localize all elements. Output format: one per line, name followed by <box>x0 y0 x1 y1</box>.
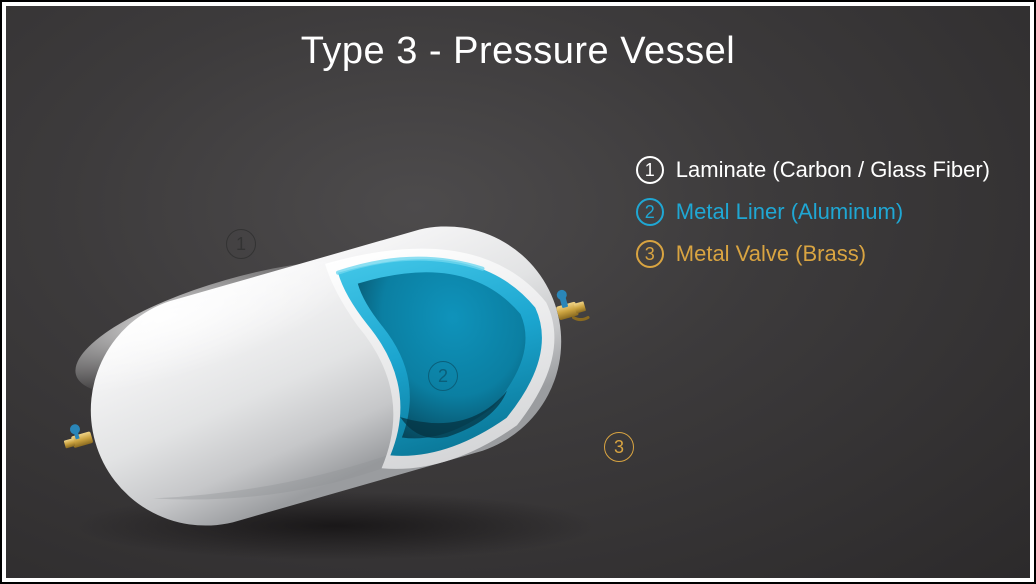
vessel-svg <box>26 126 646 566</box>
page-title: Type 3 - Pressure Vessel <box>6 30 1030 73</box>
legend-label-1: Laminate (Carbon / Glass Fiber) <box>676 157 990 183</box>
legend-item-liner: 2 Metal Liner (Aluminum) <box>636 198 990 226</box>
diagram-badge-1: 1 <box>226 229 256 259</box>
legend-label-3: Metal Valve (Brass) <box>676 241 866 267</box>
legend-item-valve: 3 Metal Valve (Brass) <box>636 240 990 268</box>
legend-label-2: Metal Liner (Aluminum) <box>676 199 903 225</box>
diagram-badge-2: 2 <box>428 361 458 391</box>
legend: 1 Laminate (Carbon / Glass Fiber) 2 Meta… <box>636 156 990 268</box>
legend-item-laminate: 1 Laminate (Carbon / Glass Fiber) <box>636 156 990 184</box>
outer-frame: Type 3 - Pressure Vessel 1 Laminate (Car… <box>0 0 1036 584</box>
stage: Type 3 - Pressure Vessel 1 Laminate (Car… <box>6 6 1030 578</box>
valve-rear <box>60 421 93 451</box>
vessel-diagram: 1 2 3 <box>26 126 646 566</box>
diagram-badge-3: 3 <box>604 432 634 462</box>
